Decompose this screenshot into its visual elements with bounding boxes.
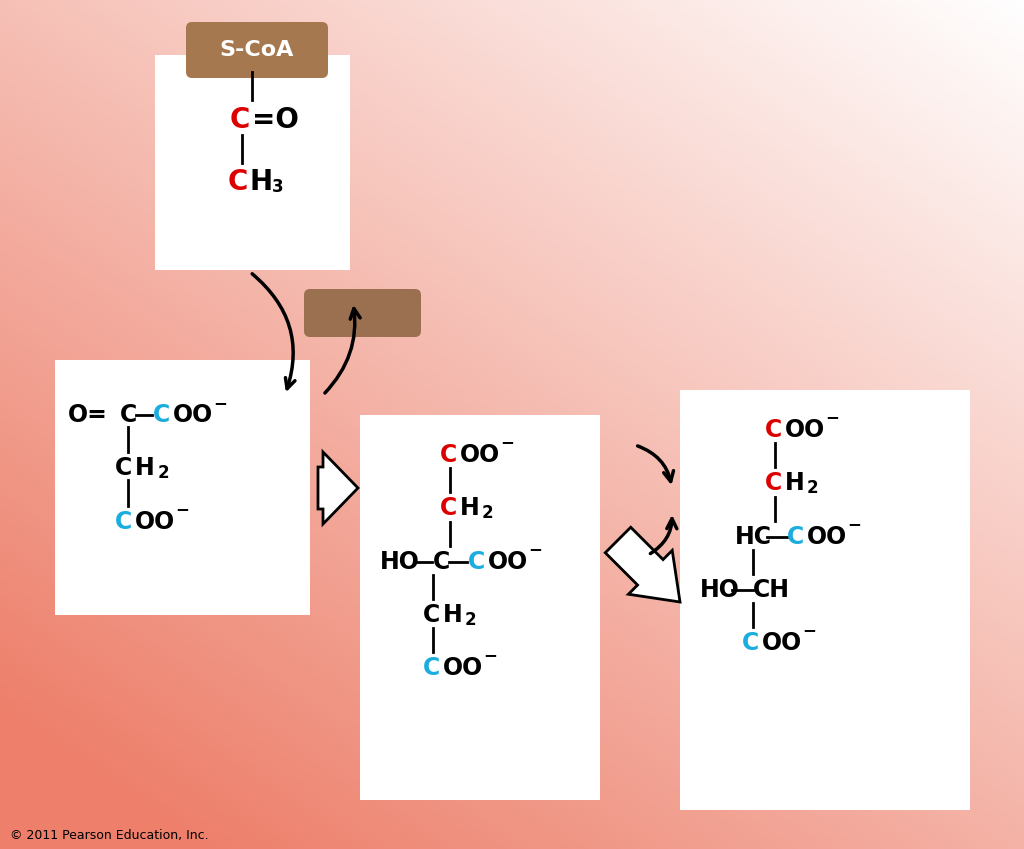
- Text: C: C: [423, 656, 440, 680]
- Text: 2: 2: [482, 504, 494, 522]
- Text: −: −: [500, 433, 514, 451]
- Bar: [680, 390, 970, 810]
- Text: C: C: [440, 443, 458, 467]
- Text: 3: 3: [272, 178, 284, 196]
- Text: HO: HO: [380, 550, 420, 574]
- Text: O=: O=: [68, 403, 108, 427]
- Text: −: −: [825, 408, 839, 426]
- Text: C: C: [115, 510, 132, 534]
- Text: C: C: [433, 550, 451, 574]
- Bar: [55, 360, 310, 615]
- Text: −: −: [213, 394, 227, 412]
- Text: C: C: [787, 525, 804, 549]
- Text: C: C: [468, 550, 485, 574]
- Text: C: C: [765, 418, 782, 442]
- Text: HC: HC: [735, 525, 772, 549]
- Text: H: H: [460, 496, 480, 520]
- Text: −: −: [528, 540, 542, 558]
- Text: OO: OO: [443, 656, 483, 680]
- Text: 2: 2: [158, 464, 170, 482]
- Text: H: H: [250, 168, 273, 196]
- Text: C: C: [765, 471, 782, 495]
- Bar: [360, 415, 600, 800]
- Text: OO: OO: [135, 510, 175, 534]
- Text: C: C: [153, 403, 170, 427]
- Text: −: −: [802, 621, 816, 639]
- Text: −: −: [175, 500, 188, 518]
- FancyArrow shape: [605, 527, 680, 602]
- FancyArrow shape: [318, 452, 358, 524]
- Text: C: C: [230, 106, 251, 134]
- Text: C: C: [423, 603, 440, 627]
- Text: HO: HO: [700, 578, 740, 602]
- Text: H: H: [443, 603, 463, 627]
- Text: =O: =O: [252, 106, 299, 134]
- Text: S-CoA: S-CoA: [220, 40, 294, 60]
- Text: C: C: [228, 168, 249, 196]
- Text: C: C: [440, 496, 458, 520]
- Text: −: −: [483, 646, 497, 664]
- Text: H: H: [785, 471, 805, 495]
- Text: © 2011 Pearson Education, Inc.: © 2011 Pearson Education, Inc.: [10, 829, 209, 842]
- Text: H: H: [135, 456, 155, 480]
- Text: C: C: [120, 403, 137, 427]
- FancyBboxPatch shape: [304, 289, 421, 337]
- Text: −: −: [847, 515, 861, 533]
- Text: C: C: [115, 456, 132, 480]
- Text: OO: OO: [173, 403, 213, 427]
- Text: OO: OO: [807, 525, 847, 549]
- Text: CH: CH: [753, 578, 790, 602]
- Text: 2: 2: [807, 479, 818, 497]
- Text: C: C: [742, 631, 759, 655]
- FancyBboxPatch shape: [186, 22, 328, 78]
- Text: OO: OO: [488, 550, 528, 574]
- Text: OO: OO: [460, 443, 501, 467]
- Text: 2: 2: [465, 611, 476, 629]
- Text: OO: OO: [785, 418, 825, 442]
- Bar: [155, 55, 350, 270]
- Text: OO: OO: [762, 631, 802, 655]
